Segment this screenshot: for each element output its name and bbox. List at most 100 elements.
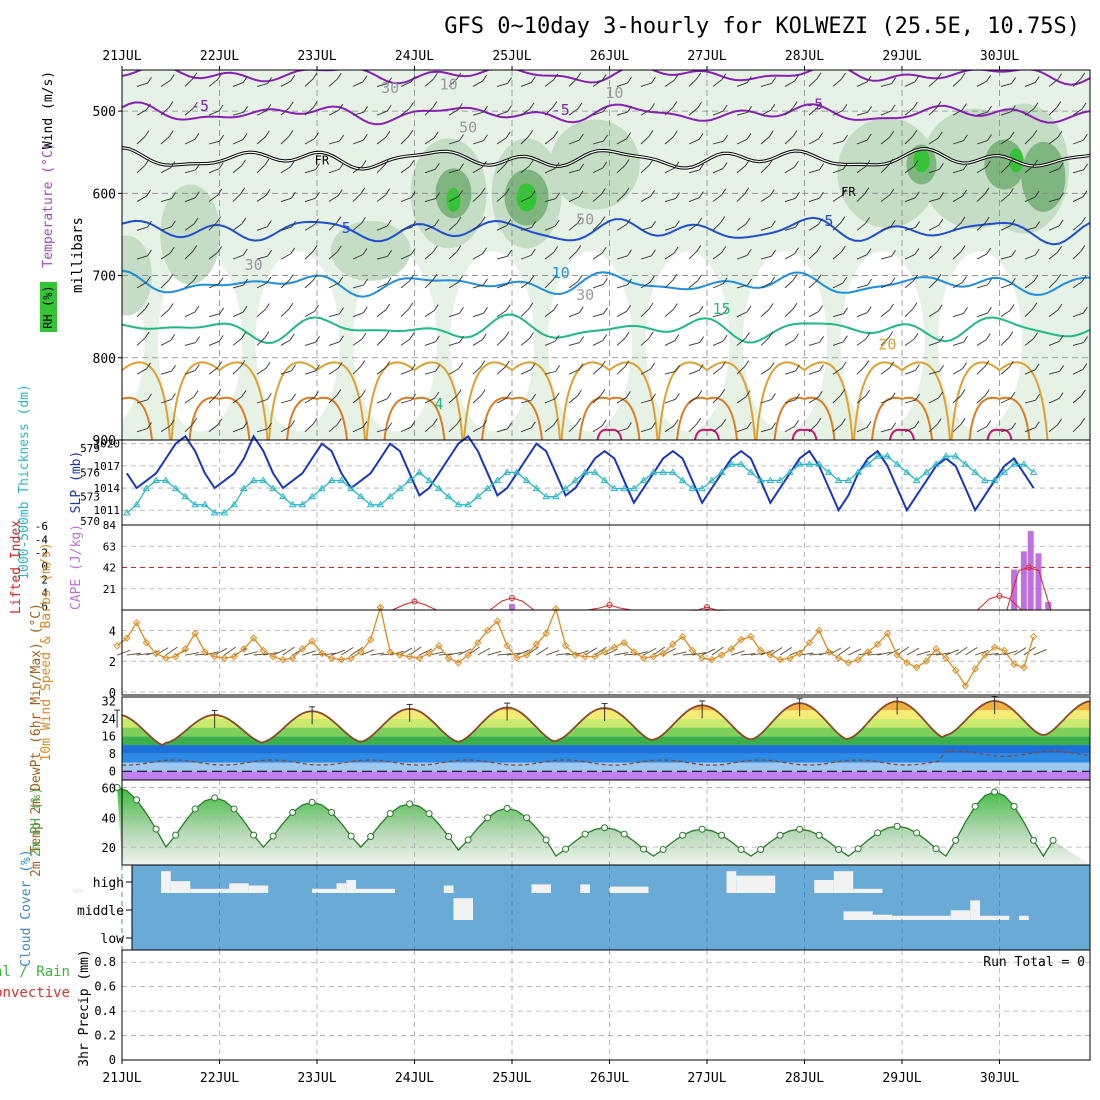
rh2m-point xyxy=(425,810,433,818)
wind-barb xyxy=(856,284,868,289)
wind-barb xyxy=(472,80,483,87)
wind-barb-flag xyxy=(792,274,798,281)
lifted-index-line xyxy=(392,600,437,611)
wind-barb xyxy=(256,255,268,260)
rh2m-point xyxy=(796,825,804,833)
wind-barb xyxy=(472,166,483,174)
thickness-point xyxy=(493,476,502,483)
wind10m-barb xyxy=(1033,649,1047,656)
wind-barb-flag xyxy=(915,393,920,401)
cape-axis-label: CAPE (J/kg) xyxy=(69,524,84,610)
wind-barb-flag xyxy=(1081,389,1086,397)
cape-tick-label: 63 xyxy=(103,540,116,553)
precip-tick-label: 0.8 xyxy=(94,955,116,969)
wind-barb-flag xyxy=(506,219,512,226)
wind-barb-flag xyxy=(746,421,752,429)
wind-barb-flag xyxy=(361,389,366,397)
wind-barb xyxy=(952,341,964,346)
wind-barb xyxy=(664,107,674,116)
wind-barb-flag xyxy=(361,332,367,340)
wind10m-point xyxy=(649,652,658,661)
wind-barb xyxy=(1072,395,1082,404)
wind-barb xyxy=(496,255,508,260)
wind-barb-flag xyxy=(963,335,968,343)
wind-barb xyxy=(568,169,580,174)
wind-barb-flag xyxy=(290,420,296,427)
wind-barb xyxy=(1024,427,1036,433)
wind-barb-flag xyxy=(456,72,462,80)
wind-barb-flag xyxy=(602,334,608,341)
wind-barb-flag xyxy=(242,421,248,429)
wind-barb-flag xyxy=(819,191,824,199)
wind10m-barb xyxy=(633,651,648,656)
wind-barb-flag xyxy=(456,245,462,252)
wind10m-point xyxy=(815,626,823,635)
isotherm-20 xyxy=(853,361,951,440)
wind-barb xyxy=(928,168,940,174)
wind-barb-flag xyxy=(288,274,294,281)
wind-barb xyxy=(616,138,627,145)
wind-barb-flag xyxy=(697,102,702,109)
wind-barb xyxy=(928,78,938,87)
wind-barb-flag xyxy=(866,75,872,83)
date-label-bottom: 27JUL xyxy=(687,1071,726,1086)
temp2m-line xyxy=(121,699,1091,747)
wind-barb-flag xyxy=(171,192,176,199)
wind-barb-flag xyxy=(1009,360,1014,368)
wind-barb-flag xyxy=(795,220,800,228)
wind-barb-flag xyxy=(1056,101,1062,108)
wind-barb-flag xyxy=(771,220,776,228)
wind10m-barb xyxy=(926,653,941,656)
rh2m-point xyxy=(640,845,648,853)
wind-barb xyxy=(1000,164,1010,174)
temp-band xyxy=(122,771,1090,780)
wind-barb-flag xyxy=(267,77,272,84)
wind-barb-flag xyxy=(266,276,272,284)
wind-barb-flag xyxy=(721,188,727,196)
wind-barb-flag xyxy=(1011,422,1016,430)
thickness-point xyxy=(922,468,931,475)
wind-barb xyxy=(928,397,939,404)
wind-barb-flag xyxy=(624,331,630,339)
wind-barb xyxy=(136,164,146,174)
date-label-top: 25JUL xyxy=(492,49,531,64)
wind-barb-flag xyxy=(673,246,679,254)
wind-barb xyxy=(328,424,338,433)
wind-barb xyxy=(448,169,460,174)
wind-barb-flag xyxy=(696,417,702,425)
wind10m-barb xyxy=(731,650,745,656)
wind-barb xyxy=(304,341,316,346)
wind10m-point xyxy=(386,648,394,656)
thickness-point xyxy=(405,476,414,483)
temp-band xyxy=(122,745,1090,754)
wind10m-point xyxy=(298,645,307,653)
wind-barb xyxy=(952,109,963,116)
wind-barb-flag xyxy=(624,187,630,195)
wind-barb-flag xyxy=(411,393,416,401)
wind-barb xyxy=(856,81,868,87)
wind10m-point xyxy=(415,654,424,662)
wind10m-point xyxy=(249,634,258,642)
wind-barb xyxy=(544,168,556,174)
wind-barb-flag xyxy=(722,334,728,342)
wind-barb xyxy=(328,313,340,318)
wind-barb xyxy=(496,111,508,116)
wind-barb xyxy=(640,255,652,260)
temp-tick-label: 0 xyxy=(109,764,116,778)
wind-barb-flag xyxy=(384,158,390,166)
wind-barb xyxy=(136,82,148,87)
wind-barb xyxy=(184,396,195,404)
wind-barb-flag xyxy=(984,187,990,195)
wind-barb xyxy=(784,107,794,116)
date-label-top: 29JUL xyxy=(882,49,921,64)
wind-barb-flag xyxy=(866,248,872,255)
wind-barb xyxy=(688,223,699,231)
wind10m-point xyxy=(727,645,736,653)
cloud-level-label: middle xyxy=(77,904,124,919)
wind-barb-flag xyxy=(1082,363,1088,370)
wind-barb xyxy=(280,226,292,231)
wind-barb-flag xyxy=(553,73,559,81)
thickness-point xyxy=(756,476,765,483)
lifted-index-tick-label: -2 xyxy=(35,547,48,560)
wind-barb-flag xyxy=(219,134,224,142)
